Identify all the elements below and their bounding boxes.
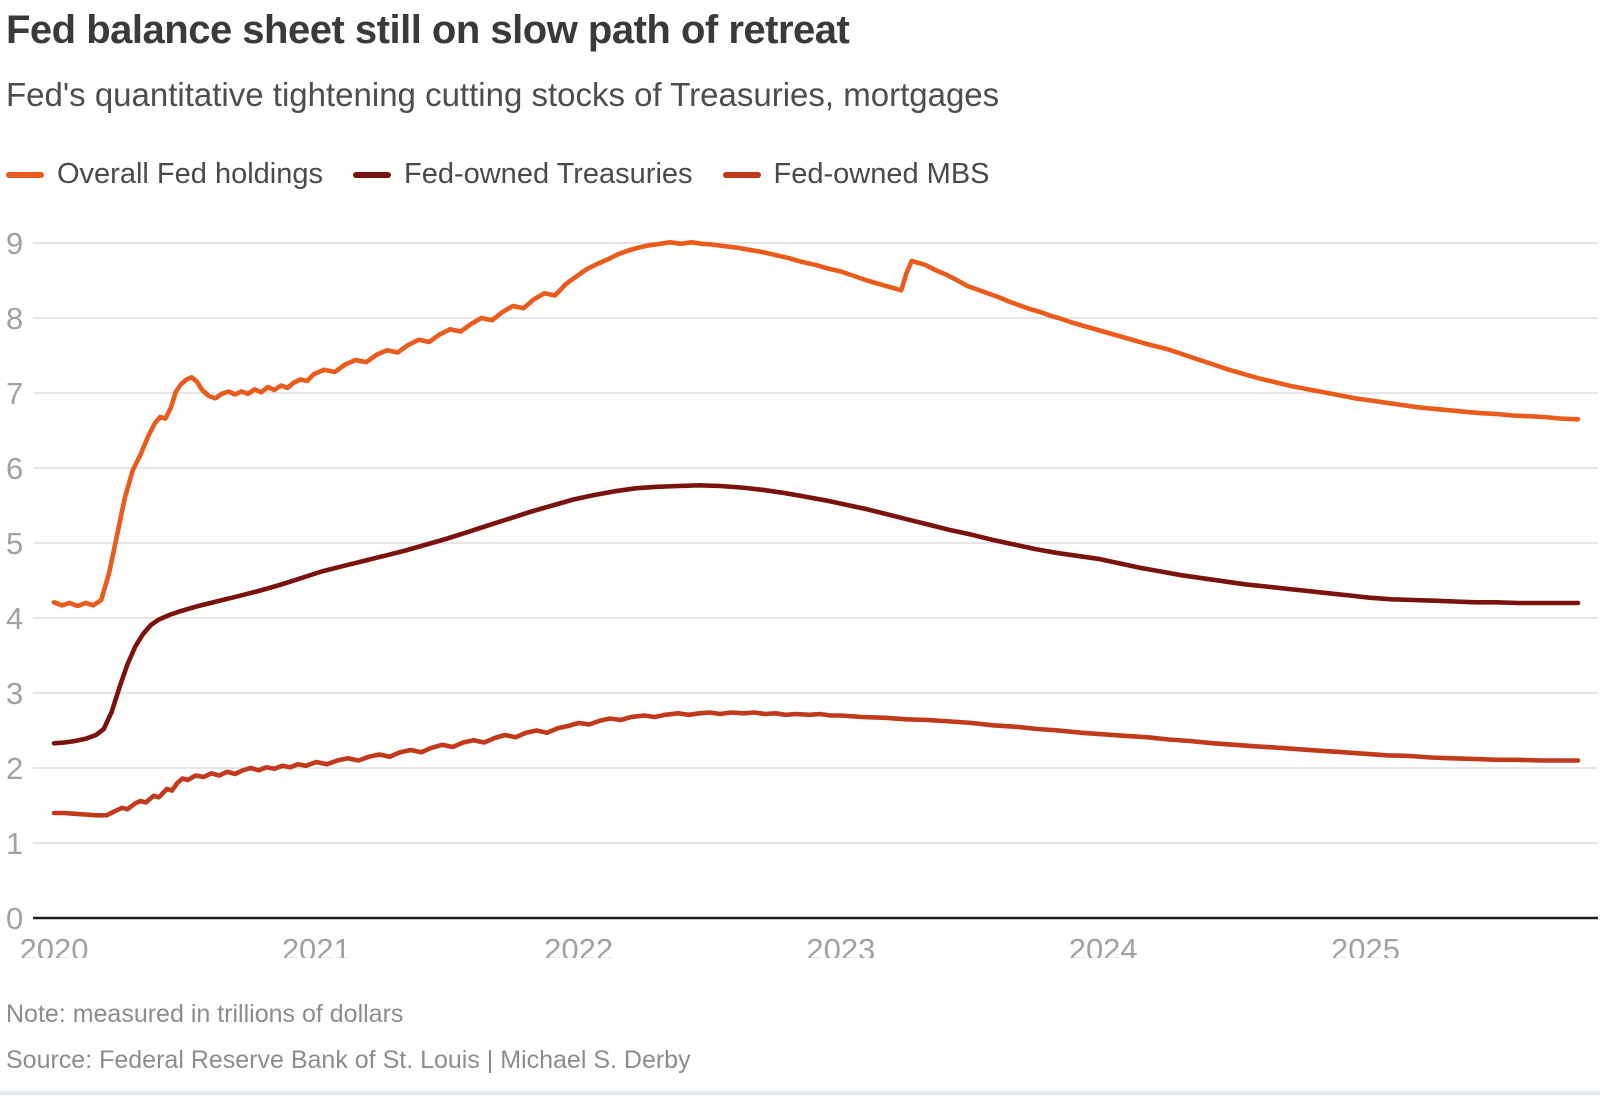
y-tick-label-9: 9 — [6, 226, 23, 261]
legend: Overall Fed holdings Fed-owned Treasurie… — [6, 158, 990, 191]
legend-item-fed-owned-treasuries: Fed-owned Treasuries — [352, 158, 693, 191]
legend-item-fed-owned-mbs: Fed-owned MBS — [722, 158, 990, 191]
y-tick-label-5: 5 — [6, 526, 23, 561]
y-tick-label-0: 0 — [6, 901, 23, 936]
series-line-fed-owned-mbs — [51, 710, 1581, 818]
y-tick-label-6: 6 — [6, 451, 23, 486]
chart-note: Note: measured in trillions of dollars — [6, 1000, 404, 1028]
legend-label-treasuries: Fed-owned Treasuries — [403, 158, 693, 190]
legend-swatch-mbs-icon — [722, 171, 761, 178]
legend-swatch-overall-icon — [6, 171, 44, 178]
page-title: Fed balance sheet still on slow path of … — [6, 8, 850, 52]
legend-label-mbs: Fed-owned MBS — [773, 158, 990, 190]
x-tick-label-2020: 2020 — [20, 932, 89, 958]
y-tick-label-7: 7 — [6, 376, 23, 411]
y-tick-label-4: 4 — [6, 601, 23, 636]
y-tick-label-2: 2 — [6, 751, 23, 786]
legend-swatch-treasuries-icon — [352, 171, 391, 178]
series-line-overall-fed-holdings — [51, 239, 1581, 609]
x-tick-label-2025: 2025 — [1331, 932, 1400, 958]
x-tick-label-2023: 2023 — [806, 932, 875, 958]
page-subtitle: Fed's quantitative tightening cutting st… — [6, 76, 1000, 113]
x-tick-label-2024: 2024 — [1069, 932, 1138, 958]
bottom-divider — [0, 1091, 1600, 1095]
x-tick-label-2021: 2021 — [282, 932, 351, 958]
series-line-fed-owned-treasuries — [51, 482, 1581, 746]
y-tick-label-1: 1 — [6, 826, 23, 861]
line-chart: 0 1 2 3 4 5 6 7 8 9 2020 2021 2022 2023 2024 2025 — [6, 226, 1598, 958]
x-tick-label-2022: 2022 — [544, 932, 613, 958]
legend-item-overall-fed-holdings: Overall Fed holdings — [6, 158, 323, 191]
y-tick-label-3: 3 — [6, 676, 23, 711]
y-tick-label-8: 8 — [6, 301, 23, 336]
legend-label-overall: Overall Fed holdings — [57, 158, 323, 190]
chart-source: Source: Federal Reserve Bank of St. Loui… — [6, 1046, 691, 1074]
